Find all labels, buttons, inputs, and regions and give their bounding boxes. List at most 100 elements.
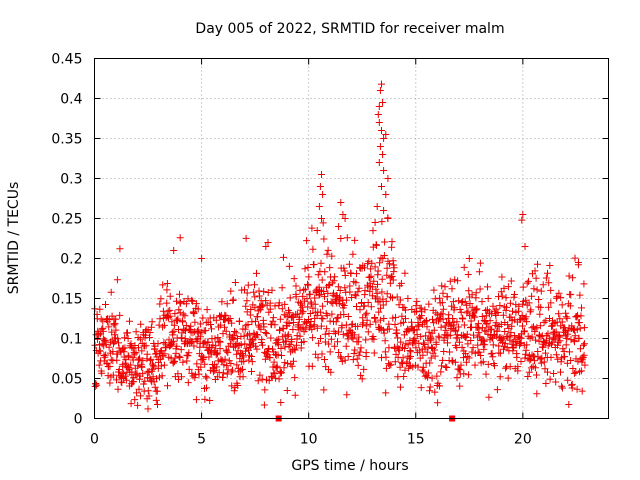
data-point: [518, 216, 526, 224]
data-point: [519, 283, 527, 291]
data-point: [542, 274, 550, 282]
data-point: [498, 292, 506, 300]
data-point: [263, 330, 271, 338]
data-point: [456, 338, 463, 346]
y-tick-label: 0.25: [51, 212, 82, 228]
data-point: [174, 370, 182, 378]
data-point: [264, 289, 272, 296]
data-point: [231, 328, 239, 335]
data-point: [275, 299, 283, 307]
data-point: [130, 350, 138, 358]
data-point: [325, 330, 333, 337]
data-point: [156, 300, 164, 308]
data-point: [530, 285, 538, 293]
data-point: [579, 341, 587, 349]
data-point: [105, 323, 113, 331]
data-point: [517, 316, 525, 323]
data-point: [325, 281, 333, 289]
data-point: [271, 321, 279, 329]
data-point: [501, 339, 509, 347]
data-point: [472, 306, 480, 314]
data-point: [336, 287, 344, 294]
data-point: [523, 341, 531, 349]
data-point: [274, 351, 282, 359]
data-point: [340, 302, 348, 309]
data-point: [378, 275, 386, 283]
data-point: [516, 340, 524, 347]
data-points: [91, 80, 589, 413]
data-point: [133, 371, 141, 379]
data-point: [265, 377, 273, 385]
data-point: [381, 238, 389, 246]
data-point: [521, 327, 528, 335]
data-point: [268, 286, 276, 294]
data-point: [324, 246, 332, 254]
data-point: [478, 313, 486, 320]
data-point: [544, 269, 551, 277]
data-point: [235, 317, 243, 325]
data-point: [353, 270, 360, 278]
data-point: [458, 343, 466, 351]
data-point: [352, 292, 360, 300]
data-point: [145, 392, 153, 400]
data-point: [356, 348, 364, 356]
data-point: [219, 369, 227, 377]
data-point: [426, 387, 433, 395]
data-point: [159, 281, 167, 289]
data-point: [395, 347, 403, 355]
data-point: [306, 310, 314, 317]
data-point: [459, 315, 467, 323]
data-point: [371, 219, 379, 226]
data-point: [427, 336, 435, 344]
data-point: [439, 289, 447, 297]
data-point: [511, 291, 518, 298]
data-point: [424, 369, 432, 377]
data-point: [158, 347, 166, 355]
data-point: [376, 259, 384, 267]
data-point: [361, 287, 369, 295]
y-tick-label: 0.35: [51, 132, 82, 148]
data-point: [154, 401, 161, 408]
data-point: [254, 313, 262, 321]
data-point: [465, 255, 473, 262]
data-point: [221, 355, 229, 363]
data-point: [342, 296, 350, 304]
data-point: [318, 215, 325, 222]
data-point: [515, 302, 523, 310]
data-point: [184, 352, 192, 360]
data-point: [136, 335, 144, 343]
data-point: [449, 315, 457, 322]
data-point: [146, 356, 154, 364]
data-point: [137, 392, 144, 400]
data-point: [438, 299, 446, 307]
data-point: [303, 318, 311, 326]
data-point: [219, 373, 227, 381]
data-point: [452, 327, 460, 335]
data-point: [187, 338, 195, 346]
data-point: [509, 307, 516, 315]
data-point: [278, 369, 285, 377]
data-point: [114, 335, 122, 343]
data-point: [239, 365, 246, 373]
data-point: [471, 361, 479, 369]
data-point: [203, 374, 211, 382]
data-point: [430, 326, 438, 334]
data-point: [281, 343, 289, 351]
data-point: [492, 319, 500, 327]
data-point: [114, 385, 122, 393]
y-tick-label: 0.3: [60, 172, 82, 188]
data-point: [425, 328, 433, 336]
data-point: [455, 297, 463, 305]
data-point: [546, 262, 554, 269]
data-point: [401, 345, 409, 352]
data-point: [430, 286, 438, 294]
data-point: [370, 277, 378, 285]
data-point: [170, 321, 178, 329]
data-point: [170, 337, 177, 345]
x-axis-label: GPS time / hours: [291, 458, 408, 474]
data-point: [371, 314, 379, 321]
data-point: [446, 277, 454, 285]
chart-title: Day 005 of 2022, SRMTID for receiver mal…: [195, 21, 504, 37]
data-point: [577, 367, 585, 375]
data-point: [197, 363, 205, 371]
